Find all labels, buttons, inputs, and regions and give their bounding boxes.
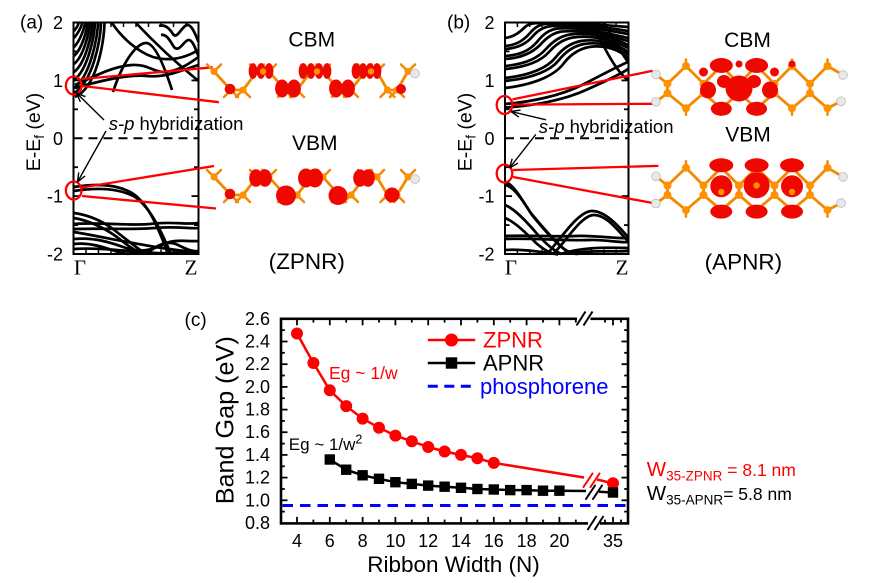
svg-text:2.2: 2.2: [245, 354, 270, 374]
svg-text:s-p hybridization: s-p hybridization: [539, 116, 674, 137]
svg-text:W35-ZPNR = 8.1 nm: W35-ZPNR = 8.1 nm: [647, 458, 796, 484]
svg-text:2.0: 2.0: [245, 377, 270, 397]
svg-text:0: 0: [484, 129, 494, 149]
svg-text:2: 2: [484, 13, 494, 33]
svg-text:1.8: 1.8: [245, 400, 270, 420]
svg-text:-1: -1: [47, 187, 63, 207]
svg-text:20: 20: [549, 531, 569, 551]
svg-text:0.8: 0.8: [245, 513, 270, 533]
svg-text:(b): (b): [447, 13, 470, 34]
svg-text:2.4: 2.4: [245, 331, 270, 351]
svg-text:2: 2: [53, 13, 63, 33]
svg-text:1.4: 1.4: [245, 445, 270, 465]
svg-text:E-Ef (eV): E-Ef (eV): [455, 93, 479, 172]
svg-text:12: 12: [418, 531, 438, 551]
svg-text:E-Ef (eV): E-Ef (eV): [23, 93, 47, 172]
svg-text:VBM: VBM: [292, 132, 338, 155]
svg-text:18: 18: [517, 531, 537, 551]
svg-text:phosphorene: phosphorene: [480, 374, 608, 399]
svg-text:1: 1: [53, 71, 63, 91]
svg-text:8: 8: [358, 531, 368, 551]
svg-text:(ZPNR): (ZPNR): [269, 249, 345, 274]
svg-text:Eg ~ 1/w2: Eg ~ 1/w2: [289, 432, 363, 454]
svg-text:CBM: CBM: [288, 28, 335, 51]
svg-text:CBM: CBM: [724, 29, 771, 52]
svg-text:Γ: Γ: [74, 256, 86, 280]
svg-text:APNR: APNR: [483, 351, 544, 376]
svg-text:1.2: 1.2: [245, 468, 270, 488]
svg-text:(APNR): (APNR): [705, 250, 783, 275]
svg-text:VBM: VBM: [725, 124, 771, 147]
svg-text:4: 4: [292, 531, 302, 551]
svg-text:35: 35: [603, 531, 623, 551]
svg-text:ZPNR: ZPNR: [483, 328, 543, 353]
svg-text:Z: Z: [185, 256, 198, 280]
svg-text:s-p hybridization: s-p hybridization: [109, 113, 244, 134]
svg-text:(a): (a): [20, 13, 43, 34]
svg-text:16: 16: [484, 531, 504, 551]
svg-text:2.6: 2.6: [245, 309, 270, 329]
svg-text:(c): (c): [185, 310, 207, 331]
svg-text:10: 10: [385, 531, 405, 551]
svg-text:Ribbon Width (N): Ribbon Width (N): [367, 552, 540, 577]
svg-text:Z: Z: [616, 256, 629, 280]
svg-text:14: 14: [451, 531, 471, 551]
svg-text:1.0: 1.0: [245, 490, 270, 510]
svg-text:1: 1: [484, 71, 494, 91]
svg-text:-1: -1: [478, 187, 494, 207]
svg-text:Band Gap (eV): Band Gap (eV): [212, 336, 240, 504]
svg-text:0: 0: [53, 129, 63, 149]
svg-text:Eg ~ 1/w: Eg ~ 1/w: [329, 363, 398, 383]
svg-text:Γ: Γ: [505, 256, 517, 280]
svg-text:6: 6: [325, 531, 335, 551]
svg-text:-2: -2: [47, 245, 63, 265]
svg-text:1.6: 1.6: [245, 422, 270, 442]
svg-text:-2: -2: [478, 245, 494, 265]
